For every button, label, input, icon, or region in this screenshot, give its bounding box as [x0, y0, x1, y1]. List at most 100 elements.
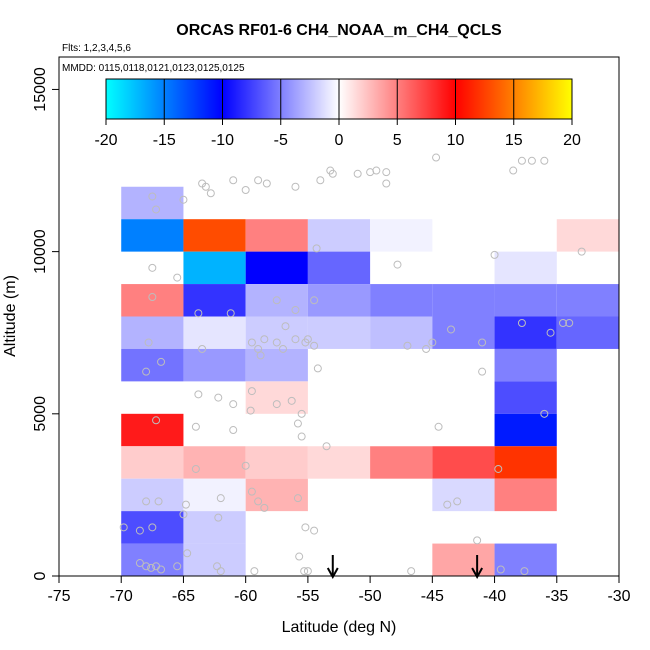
flight-point [157, 357, 166, 366]
flight-point [226, 309, 235, 318]
flight-point [422, 344, 431, 353]
heatmap-cell [183, 478, 246, 512]
flight-point [559, 318, 567, 327]
flight-point [434, 422, 443, 431]
flight-point [287, 396, 296, 405]
heatmap-cell [121, 219, 184, 252]
flight-point [147, 563, 156, 572]
flight-point [310, 341, 319, 350]
flight-point [148, 263, 157, 272]
flight-point [300, 567, 309, 576]
flight-point [119, 523, 128, 532]
heatmap-cell [432, 316, 495, 349]
y-axis-label: Altitude (m) [2, 275, 19, 357]
heatmap-cell [121, 186, 184, 220]
colorbar-tick-label: 5 [393, 132, 402, 149]
flight-point [179, 510, 188, 519]
heatmap-cell [432, 478, 495, 512]
flight-point [148, 523, 157, 532]
flight-point [173, 562, 182, 571]
heatmap-cell [494, 413, 557, 447]
heatmap-cell [556, 284, 619, 317]
flight-point [198, 344, 207, 353]
flight-point [517, 318, 526, 327]
flight-point [279, 344, 287, 353]
flight-point [490, 250, 499, 259]
flight-point [297, 409, 306, 418]
x-tick-label: -30 [607, 588, 630, 605]
flight-point [179, 195, 188, 204]
heatmap-cell [121, 446, 184, 479]
colorbar-ticks: -20 -15 -10 -5 0 5 10 15 20 [94, 79, 581, 149]
flight-point [148, 192, 157, 201]
flight-point [241, 461, 250, 470]
flight-point [214, 513, 223, 522]
launch-arrow [326, 555, 339, 580]
flight-point [382, 168, 391, 177]
heatmap-cell [494, 381, 557, 414]
heatmap-cell [183, 446, 246, 479]
flight-point [247, 487, 256, 496]
flight-point [540, 156, 549, 165]
flight-point [142, 562, 151, 571]
flight-point [328, 169, 337, 178]
colorbar: -20 -15 -10 -5 0 5 10 15 20 [94, 78, 581, 149]
y-tick-label: 10000 [32, 229, 49, 274]
heatmap-cell [432, 284, 495, 317]
flight-point [254, 176, 263, 185]
flight-point [291, 182, 300, 191]
flight-point [154, 497, 163, 506]
flight-point [291, 335, 300, 344]
flight-point [453, 497, 462, 506]
heatmap-cell [183, 251, 246, 285]
heatmap-cell [121, 348, 184, 382]
colorbar-tick-label: -15 [153, 132, 176, 149]
colorbar-tick-label: -20 [94, 132, 117, 149]
flight-point [260, 503, 269, 512]
flights-label: Flts: 1,2,3,4,5,6 [62, 43, 131, 54]
flight-point [148, 293, 157, 302]
flight-point [191, 464, 200, 473]
flight-point [316, 176, 325, 185]
heatmap-cell [121, 413, 184, 447]
flight-point [313, 364, 322, 373]
heatmap-cell [370, 316, 433, 349]
heatmap-cells [121, 186, 619, 576]
heatmap-cell [245, 284, 308, 317]
flight-point [152, 205, 161, 214]
y-axis: 0 5000 10000 15000 [32, 67, 60, 580]
heatmap-cell [307, 219, 371, 252]
flight-point [281, 322, 290, 331]
flight-point [540, 409, 549, 418]
flight-point [157, 565, 166, 574]
flight-points [119, 153, 586, 576]
flight-point [428, 338, 437, 347]
heatmap-cell [183, 284, 246, 317]
flight-point [478, 338, 487, 347]
flight-point [295, 552, 304, 561]
flight-point [135, 559, 144, 568]
colorbar-tick-label: 0 [335, 132, 344, 149]
flight-point [407, 567, 416, 576]
flight-point [353, 169, 362, 178]
flight-point [443, 500, 452, 509]
flight-point [473, 536, 482, 545]
flight-point [135, 526, 144, 535]
flight-point [142, 367, 151, 376]
flight-point [206, 189, 215, 198]
flight-point [229, 176, 238, 185]
flight-point [546, 328, 555, 337]
flight-point [183, 549, 192, 558]
flight-point [577, 247, 586, 256]
heatmap-cell [121, 478, 184, 512]
flight-point [432, 153, 441, 162]
flight-point [181, 500, 190, 509]
colorbar-tick-label: -5 [274, 132, 288, 149]
flight-point [272, 296, 281, 305]
colorbar-tick-label: 20 [563, 132, 581, 149]
heatmap-cell [494, 251, 557, 285]
colorbar-tick-label: 10 [447, 132, 465, 149]
flight-point [173, 273, 182, 282]
x-tick-label: -55 [296, 588, 319, 605]
